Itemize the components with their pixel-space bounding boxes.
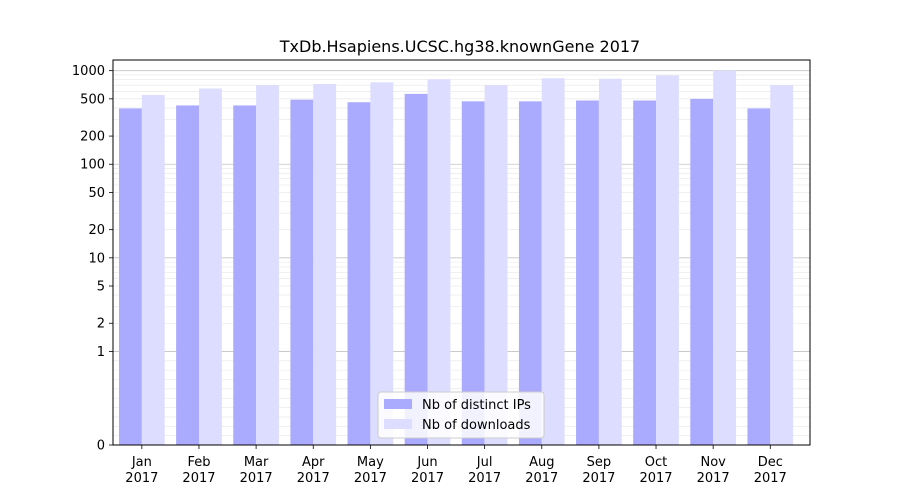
bar-ips — [576, 100, 599, 445]
x-tick-label: Jul — [476, 455, 493, 470]
x-tick-label: 2017 — [582, 471, 615, 486]
x-tick-label: Nov — [700, 455, 726, 470]
x-tick-label: 2017 — [525, 471, 558, 486]
axes — [112, 59, 811, 446]
bar-downloads — [598, 78, 622, 446]
bar-ips — [233, 105, 257, 445]
bar-ips — [118, 108, 142, 446]
bar-downloads — [484, 85, 508, 445]
x-tick-label: 2017 — [468, 471, 501, 486]
x-tick-label: 2017 — [411, 471, 444, 486]
x-tick-label: 2017 — [354, 471, 387, 486]
y-tick-label: 500 — [80, 92, 105, 107]
y-tick-label: 200 — [80, 130, 105, 145]
x-tick-label: Sep — [587, 455, 612, 470]
x-tick-label: Feb — [187, 455, 210, 470]
x-tick-label: Jun — [416, 455, 437, 470]
y-tick-label: 10 — [88, 251, 105, 266]
bar-downloads — [427, 79, 451, 445]
bar-ips — [176, 105, 199, 445]
y-tick-label: 5 — [97, 280, 105, 295]
x-tick-label: May — [357, 455, 384, 470]
bar-ips — [747, 108, 771, 446]
y-tick-label: 20 — [88, 223, 105, 238]
y-tick-label: 50 — [88, 186, 105, 201]
y-tick-label: 2 — [97, 317, 105, 332]
bars — [118, 70, 794, 446]
bar-downloads — [256, 85, 279, 445]
x-tick-label: 2017 — [697, 471, 730, 486]
bar-ips — [633, 100, 657, 445]
x-tick-label: Mar — [244, 455, 269, 470]
bar-ips — [290, 99, 314, 445]
bar-downloads — [370, 82, 394, 445]
x-tick-label: 2017 — [754, 471, 787, 486]
bar-downloads — [198, 88, 222, 446]
bar-ips — [404, 93, 428, 445]
legend-swatch — [384, 399, 412, 409]
x-tick-label: Jan — [131, 455, 152, 470]
x-tick-label: 2017 — [182, 471, 215, 486]
y-tick-label: 1000 — [72, 64, 105, 79]
legend-box — [377, 391, 545, 439]
x-tick-label: 2017 — [639, 471, 672, 486]
x-tick-label: 2017 — [125, 471, 158, 486]
bar-ips — [461, 101, 485, 446]
x-tick-label: Oct — [645, 455, 667, 470]
bar-downloads — [141, 94, 165, 445]
legend: Nb of distinct IPs Nb of downloads — [377, 391, 545, 439]
x-tick-label: 2017 — [240, 471, 273, 486]
legend-label: Nb of distinct IPs — [422, 398, 531, 413]
bar-ips — [347, 102, 371, 446]
bar-downloads — [541, 78, 565, 446]
y-tick-label: 0 — [97, 439, 105, 454]
legend-swatch — [384, 419, 412, 429]
y-tick-label: 100 — [80, 158, 105, 173]
bar-ips — [690, 98, 714, 446]
x-tick-label: Aug — [529, 455, 554, 470]
x-tick-label: 2017 — [297, 471, 330, 486]
y-tick-label: 1 — [97, 345, 105, 360]
bar-downloads — [713, 70, 737, 445]
bar-downloads — [656, 75, 679, 445]
y-ticks: 0 1 2 5 10 20 50 100 200 500 1000 — [72, 64, 113, 454]
chart-title: TxDb.Hsapiens.UCSC.hg38.knownGene 2017 — [279, 37, 640, 56]
bar-downloads — [313, 84, 337, 446]
x-ticks: Jan2017Feb2017Mar2017Apr2017May2017Jun20… — [125, 445, 787, 486]
x-tick-label: Dec — [758, 455, 783, 470]
bar-ips — [518, 101, 542, 446]
legend-label: Nb of downloads — [422, 418, 531, 433]
x-tick-label: Apr — [302, 455, 325, 470]
plot-frame — [112, 59, 811, 446]
bar-downloads — [770, 85, 794, 445]
